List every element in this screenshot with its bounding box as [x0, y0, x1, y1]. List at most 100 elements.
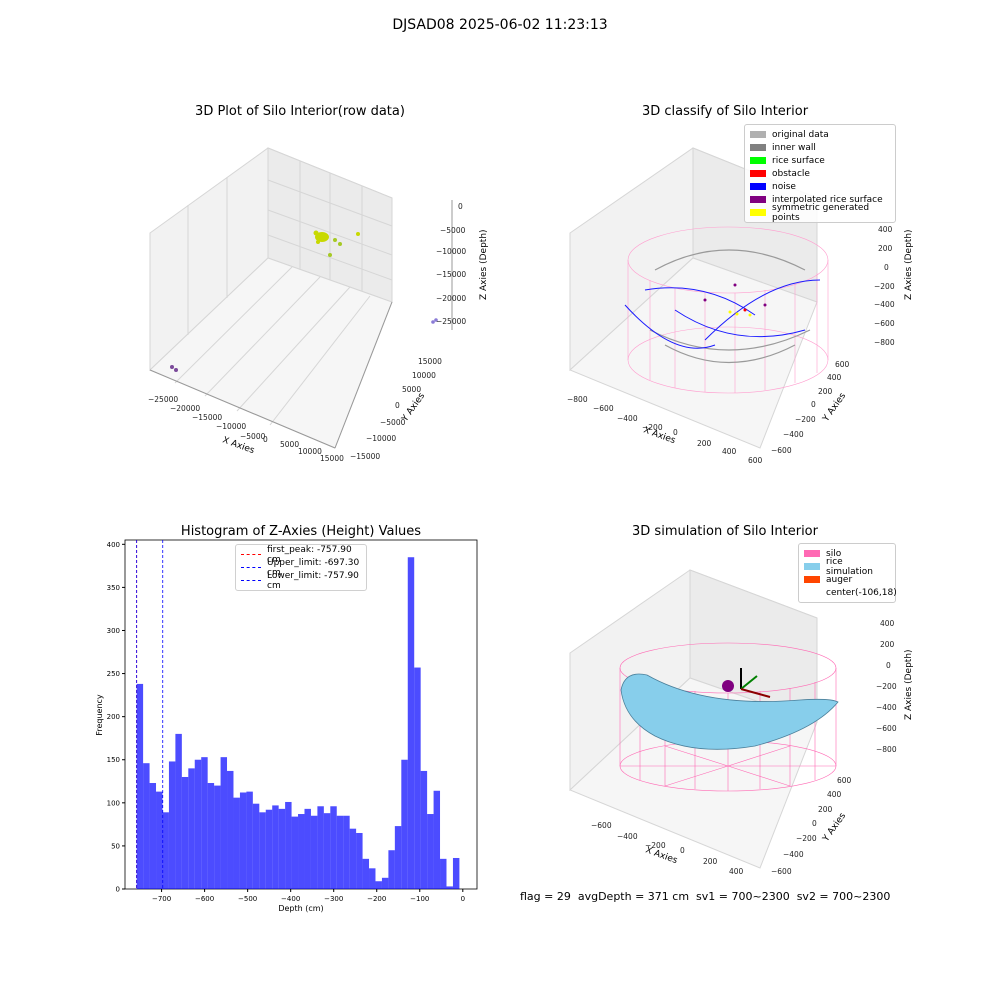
classify-legend-swatch: [750, 209, 766, 216]
simulation-auger-marker: [722, 680, 734, 692]
classify-z-tick-label: 0: [884, 263, 889, 272]
histogram-legend-entry: Upper_limit: -697.30 cm: [241, 558, 361, 578]
histogram-x-tick-label: −400: [281, 895, 300, 903]
classify-points: [703, 283, 767, 317]
histogram-bar: [414, 667, 421, 889]
simulation-z-tick-label: 200: [880, 640, 895, 649]
classify-noise: [624, 279, 821, 349]
classify-x-tick-label: 600: [748, 456, 763, 465]
histogram-y-tick-label: 150: [107, 756, 120, 764]
raw-x-tick-label: −10000: [216, 422, 246, 431]
histogram-x-axis-label: Depth (cm): [278, 904, 323, 913]
histogram-legend-label: Lower_limit: -757.90 cm: [267, 570, 359, 591]
classify-y-axis-label: Y Axies: [821, 391, 849, 424]
simulation-y-tick-label: 400: [827, 790, 842, 799]
raw-z-tick-label: −20000: [436, 294, 466, 303]
raw-x-tick-label: 10000: [298, 447, 322, 456]
raw-x-axis-line: [149, 369, 336, 449]
histogram-bar: [143, 763, 150, 889]
raw-z-tick-label: −25000: [436, 317, 466, 326]
histogram-bar: [452, 857, 460, 889]
histogram-legend: first_peak: -757.90 cm Upper_limit: -697.…: [235, 544, 367, 591]
histogram-bar: [298, 814, 305, 889]
histogram-bar: [227, 770, 234, 889]
raw-z-tick-label: −15000: [436, 270, 466, 279]
raw-z-axis-label: Z Axies (Depth): [479, 229, 489, 300]
classify-x-tick-label: −200: [642, 423, 663, 432]
classify-legend-entry: inner wall: [750, 141, 890, 154]
classify-legend-entry: interpolated rice surface: [750, 193, 890, 206]
histogram-bar: [433, 790, 441, 889]
histogram-y-tick-label: 0: [116, 886, 120, 894]
raw-y-tick-label: −5000: [380, 418, 406, 427]
histogram-y-tick-label: 250: [107, 670, 120, 678]
simulation-z-tick-label: −200: [876, 682, 897, 691]
simulation-y-tick-label: 0: [812, 819, 817, 828]
simulation-legend-swatch: [804, 576, 820, 583]
histogram-y-ticks: 0 50 100 150 200 250 300 350 400: [107, 541, 125, 894]
raw-y-tick-label: 5000: [402, 385, 421, 394]
histogram-legend-line: [241, 567, 261, 568]
histogram-x-tick-label: −300: [324, 895, 343, 903]
histogram-legend-label: Upper_limit: -697.30 cm: [267, 557, 360, 578]
classify-legend-label: rice surface: [772, 155, 825, 166]
histogram-bar: [427, 814, 434, 889]
histogram-bar: [362, 858, 370, 889]
histogram-reference-lines: [136, 540, 164, 889]
histogram-bar: [175, 733, 182, 889]
histogram-bar: [310, 815, 318, 889]
histogram-bar: [201, 757, 208, 889]
classify-legend-entry: noise: [750, 180, 890, 193]
classify-legend-swatch: [750, 170, 766, 177]
simulation-y-axis-label: Y Axies: [821, 811, 849, 844]
histogram-bar: [291, 816, 299, 889]
status-line: flag = 29 avgDepth = 371 cm sv1 = 700~23…: [520, 890, 891, 903]
classify-inner-wall: [649, 249, 811, 364]
histogram-bar: [336, 815, 344, 889]
raw-y-tick-label: 15000: [418, 357, 442, 366]
raw-y-tick-label: 10000: [412, 371, 436, 380]
histogram-x-ticks: −700 −600 −500 −400 −300 −200 −100 0: [152, 889, 465, 903]
classify-legend-label: noise: [772, 181, 796, 192]
classify-x-tick-label: 400: [722, 447, 737, 456]
histogram-bar: [265, 809, 273, 889]
classify-legend: original data inner wall rice surface obsta…: [744, 124, 896, 223]
classify-legend-label: interpolated rice surface: [772, 194, 883, 205]
classify-y-tick-label: 400: [827, 373, 842, 382]
classify-z-tick-label: 200: [878, 244, 893, 253]
simulation-z-tick-label: 0: [886, 661, 891, 670]
raw-x-tick-label: −5000: [240, 432, 266, 441]
classify-legend-entry: original data: [750, 128, 890, 141]
raw-y-tick-label: −10000: [366, 434, 396, 443]
histogram-x-tick-label: −700: [152, 895, 171, 903]
classify-z-tick-label: −600: [874, 319, 895, 328]
classify-legend-label: inner wall: [772, 142, 816, 153]
simulation-x-tick-label: 400: [729, 867, 744, 876]
histogram-bar: [239, 792, 247, 889]
simulation-z-tick-label: 400: [880, 619, 895, 628]
raw-3d-box: [149, 147, 393, 449]
histogram-x-tick-label: −500: [238, 895, 257, 903]
histogram-bar: [388, 850, 395, 889]
classify-y-tick-label: 200: [818, 387, 833, 396]
simulation-legend-label: rice simulation: [826, 556, 873, 577]
simulation-z-tick-label: −400: [876, 703, 897, 712]
histogram-bar: [304, 808, 311, 889]
raw-x-tick-label: −25000: [148, 395, 178, 404]
classify-legend-entry: rice surface: [750, 154, 890, 167]
histogram-bar: [168, 761, 176, 889]
histogram-y-tick-label: 50: [111, 842, 120, 850]
classify-legend-swatch: [750, 196, 766, 203]
raw-x-tick-label: 0: [263, 435, 268, 444]
simulation-y-tick-label: −400: [783, 850, 804, 859]
classify-legend-label: obstacle: [772, 168, 810, 179]
histogram-bar: [407, 557, 415, 889]
classify-y-tick-label: −400: [783, 430, 804, 439]
raw-y-axis-label: Y Axies: [400, 391, 428, 424]
histogram-bar: [162, 812, 169, 889]
histogram-chart: −700 −600 −500 −400 −300 −200 −100 0 0 50 100 150 2…: [95, 539, 478, 913]
simulation-z-tick-label: −600: [876, 724, 897, 733]
simulation-panel-title: 3D simulation of Silo Interior: [632, 524, 818, 539]
raw-y-axis-line: [334, 301, 393, 449]
histogram-bar: [156, 791, 163, 889]
